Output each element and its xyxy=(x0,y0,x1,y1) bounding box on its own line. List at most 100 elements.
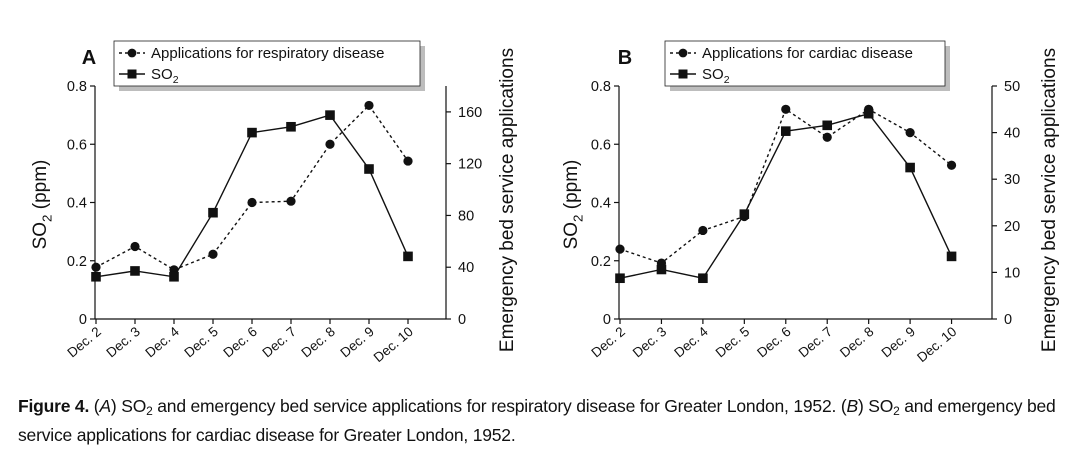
right-tick-label: 80 xyxy=(458,208,474,224)
legend-entry: Applications for respiratory disease xyxy=(151,45,384,62)
data-point-circle xyxy=(130,241,140,252)
right-tick-label: 20 xyxy=(1004,219,1020,235)
legend: Applications for respiratory disease SO2 xyxy=(113,40,425,91)
series-line-applications xyxy=(619,108,952,264)
data-point-square xyxy=(325,110,335,120)
caption-text-b-sub: 2 xyxy=(893,404,900,418)
legend-box xyxy=(664,40,946,87)
x-tick-label: Dec. 4 xyxy=(142,324,182,361)
data-point-circle xyxy=(615,244,625,254)
right-tick-label: 40 xyxy=(1004,126,1020,142)
left-axis-title-tail: (ppm) xyxy=(30,160,51,215)
x-tick-label: Dec. 3 xyxy=(103,324,143,361)
panel-letter: B xyxy=(618,47,632,69)
right-tick-label: 50 xyxy=(1004,79,1020,95)
figure-caption: Figure 4. (A) SO2 and emergency bed serv… xyxy=(18,396,1056,445)
x-tick-label: Dec. 8 xyxy=(298,324,338,361)
caption-text-a-2: and emergency bed service applications f… xyxy=(152,396,847,416)
right-tick-label: 30 xyxy=(1004,172,1020,188)
left-tick-label: 0 xyxy=(603,312,611,328)
right-tick-label: 10 xyxy=(1004,265,1020,281)
right-tick-label: 0 xyxy=(458,312,466,328)
series-line-so2 xyxy=(619,112,953,280)
left-axis-title-sub: 2 xyxy=(39,215,54,222)
caption-panel-a-letter: A xyxy=(99,396,111,416)
left-tick-label: 0.2 xyxy=(67,254,87,270)
x-tick-label: Dec. 4 xyxy=(671,324,711,361)
caption-panel-b-letter: B xyxy=(846,396,858,416)
data-point-square xyxy=(822,120,833,131)
legend: Applications for cardiac disease SO2 xyxy=(664,40,950,91)
data-point-circle xyxy=(325,139,335,149)
left-tick-label: 0.2 xyxy=(591,254,611,270)
data-point-square xyxy=(247,127,257,138)
caption-text-a-sub: 2 xyxy=(146,404,153,418)
data-point-square xyxy=(286,121,296,132)
data-point-circle xyxy=(208,249,218,259)
data-point-circle xyxy=(822,132,832,142)
left-axis-title-main: SO xyxy=(30,222,51,249)
legend-entry: SO2 xyxy=(151,66,179,86)
right-tick-label: 160 xyxy=(458,105,482,121)
x-tick-label: Dec. 5 xyxy=(713,324,753,361)
left-tick-label: 0.4 xyxy=(591,196,611,212)
caption-text-b-2: and emergency bed service applications f… xyxy=(18,396,1056,445)
legend-entry-sub: 2 xyxy=(173,74,179,86)
legend-entry-main: Applications for respiratory disease xyxy=(151,45,384,62)
data-point-square xyxy=(863,108,874,119)
right-axis-title: Emergency bed service applications xyxy=(1039,48,1060,352)
data-point-square xyxy=(615,273,625,284)
left-axis-title-tail: (ppm) xyxy=(561,160,582,215)
data-point-circle xyxy=(364,100,374,111)
x-tick-label: Dec. 2 xyxy=(64,324,104,361)
x-tick-label: Dec. 10 xyxy=(914,324,959,365)
data-point-square xyxy=(946,251,957,262)
x-tick-label: Dec. 6 xyxy=(220,324,260,361)
legend-entry: Applications for cardiac disease xyxy=(702,45,913,62)
legend-entry-main: SO xyxy=(151,66,173,83)
x-tick-label: Dec. 10 xyxy=(371,324,416,365)
x-tick-label: Dec. 2 xyxy=(588,324,628,361)
legend-entry-main: Applications for cardiac disease xyxy=(702,45,913,62)
data-point-square xyxy=(905,162,915,173)
data-point-square xyxy=(739,209,750,219)
legend-marker-square xyxy=(127,69,137,79)
x-tick-label: Dec. 8 xyxy=(837,324,877,361)
data-point-circle xyxy=(698,225,708,236)
right-tick-label: 120 xyxy=(458,157,482,173)
legend-marker-square xyxy=(678,69,688,79)
legend-entry-main: SO xyxy=(702,66,724,83)
data-point-circle xyxy=(247,197,257,208)
caption-label: Figure 4. xyxy=(18,396,90,416)
caption-text-a-1: SO xyxy=(121,396,147,416)
x-tick-label: Dec. 7 xyxy=(259,324,299,361)
data-point-circle xyxy=(403,156,413,166)
legend-marker-circle xyxy=(127,48,137,58)
data-point-square xyxy=(780,126,791,136)
legend-marker-circle xyxy=(678,48,688,58)
left-axis-title: SO2 (ppm) xyxy=(561,160,585,250)
left-tick-label: 0.6 xyxy=(67,137,87,153)
legend-entry-sub: 2 xyxy=(724,74,730,86)
legend-box xyxy=(113,40,421,87)
left-tick-label: 0 xyxy=(79,312,87,328)
right-tick-label: 0 xyxy=(1004,312,1012,328)
x-tick-label: Dec. 9 xyxy=(878,324,918,361)
caption-text-b-1: SO xyxy=(868,396,894,416)
data-point-square xyxy=(130,266,140,276)
data-point-circle xyxy=(781,104,791,114)
data-point-circle xyxy=(286,196,296,206)
left-tick-label: 0.8 xyxy=(67,79,87,95)
right-axis-title: Emergency bed service applications xyxy=(497,48,518,352)
x-tick-label: Dec. 7 xyxy=(796,324,836,361)
left-tick-label: 0.4 xyxy=(67,196,87,212)
left-axis-title-main: SO xyxy=(561,222,582,249)
data-point-square xyxy=(91,271,101,282)
data-point-square xyxy=(403,251,413,262)
x-tick-label: Dec. 3 xyxy=(630,324,670,361)
x-tick-label: Dec. 5 xyxy=(181,324,221,361)
right-tick-label: 40 xyxy=(458,260,474,276)
